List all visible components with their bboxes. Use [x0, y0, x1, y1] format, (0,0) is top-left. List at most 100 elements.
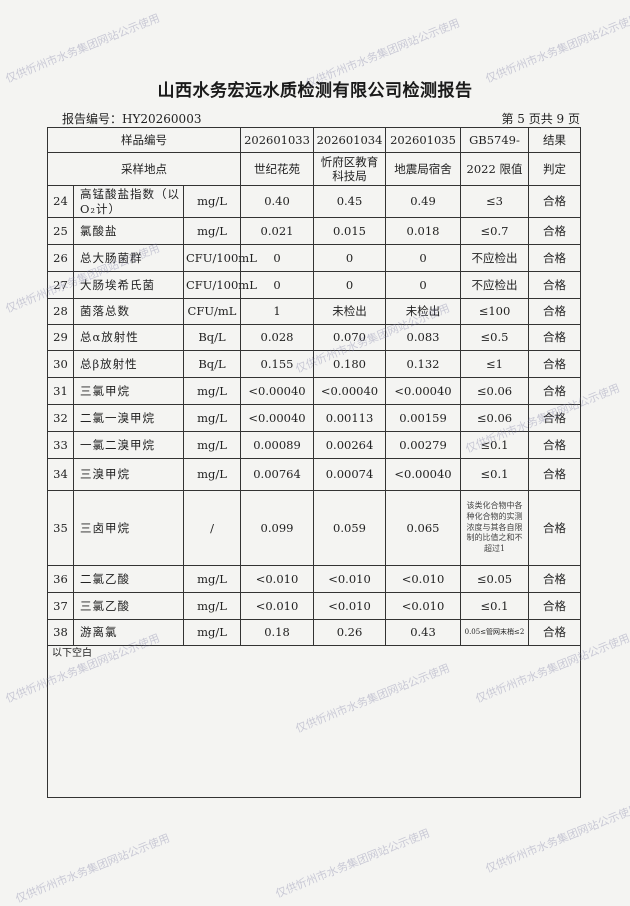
row-number: 33 — [47, 431, 74, 459]
table-row: 30 总β放射性 Bq/L 0.155 0.180 0.132 ≤1 合格 — [47, 350, 581, 378]
unit: mg/L — [183, 404, 241, 432]
value: 0.018 — [385, 217, 461, 245]
item-name: 高锰酸盐指数（以O₂计） — [73, 185, 184, 218]
value: <0.010 — [313, 565, 386, 593]
value: 0.099 — [240, 490, 314, 566]
row-number: 28 — [47, 298, 74, 325]
value: 未检出 — [313, 298, 386, 325]
unit: mg/L — [183, 185, 241, 218]
value: 0.155 — [240, 350, 314, 378]
table-row: 37 三氯乙酸 mg/L <0.010 <0.010 <0.010 ≤0.1 合格 — [47, 592, 581, 620]
watermark: 仅供忻州市水务集团网站公示使用 — [483, 801, 630, 876]
value: 0.00089 — [240, 431, 314, 459]
limit: ≤0.06 — [460, 377, 529, 405]
table-row: 24 高锰酸盐指数（以O₂计） mg/L 0.40 0.45 0.49 ≤3 合格 — [47, 185, 581, 218]
value: 未检出 — [385, 298, 461, 325]
table-row: 33 一氯二溴甲烷 mg/L 0.00089 0.00264 0.00279 ≤0.1 合格 — [47, 431, 581, 459]
value: <0.00040 — [385, 377, 461, 405]
limit: ≤1 — [460, 350, 529, 378]
unit: CFU/mL — [183, 298, 241, 325]
row-number: 31 — [47, 377, 74, 405]
item-name: 总β放射性 — [73, 350, 184, 378]
value: <0.010 — [313, 592, 386, 620]
limit: ≤100 — [460, 298, 529, 325]
value: 0 — [385, 244, 461, 272]
result: 合格 — [528, 619, 581, 646]
result: 合格 — [528, 298, 581, 325]
table-row: 26 总大肠菌群 CFU/100mL 0 0 0 不应检出 合格 — [47, 244, 581, 272]
value: 0.49 — [385, 185, 461, 218]
unit: Bq/L — [183, 324, 241, 351]
site: 忻府区教育科技局 — [313, 152, 386, 186]
item-name: 二氯乙酸 — [73, 565, 184, 593]
limit: 不应检出 — [460, 244, 529, 272]
value: 0.00764 — [240, 458, 314, 491]
row-number: 34 — [47, 458, 74, 491]
result-header-1: 结果 — [528, 127, 581, 153]
row-number: 35 — [47, 490, 74, 566]
value: <0.00040 — [240, 377, 314, 405]
item-name: 二氯一溴甲烷 — [73, 404, 184, 432]
table-row: 35 三卤甲烷/0.099 0.059 0.065 该类化合物中各种化合物的实测浓度与其… — [47, 490, 581, 566]
value: <0.010 — [240, 565, 314, 593]
item-name: 菌落总数 — [73, 298, 184, 325]
site: 世纪花苑 — [240, 152, 314, 186]
watermark: 仅供忻州市水务集团网站公示使用 — [483, 11, 630, 86]
sample-no: 202601033 — [240, 127, 314, 153]
item-name: 三氯甲烷 — [73, 377, 184, 405]
unit: mg/L — [183, 377, 241, 405]
blank-note: 以下空白 — [47, 645, 581, 798]
limit: ≤0.1 — [460, 431, 529, 459]
unit: / — [183, 490, 241, 566]
result: 合格 — [528, 490, 581, 566]
result: 合格 — [528, 404, 581, 432]
value: 0.43 — [385, 619, 461, 646]
value: <0.010 — [240, 592, 314, 620]
value: 0.00264 — [313, 431, 386, 459]
result: 合格 — [528, 350, 581, 378]
table-row: 27 大肠埃希氏菌 CFU/100mL 0 0 0 不应检出 合格 — [47, 271, 581, 299]
value: 0 — [313, 244, 386, 272]
item-name: 三卤甲烷 — [73, 490, 184, 566]
limit: 0.05≤管网末梢≤2 — [460, 619, 529, 646]
unit: CFU/100mL — [183, 244, 257, 272]
row-number: 30 — [47, 350, 74, 378]
limit-header-1: GB5749- — [460, 127, 529, 153]
unit: mg/L — [183, 592, 241, 620]
value: 0.083 — [385, 324, 461, 351]
unit: Bq/L — [183, 350, 241, 378]
result: 合格 — [528, 324, 581, 351]
limit: ≤0.1 — [460, 458, 529, 491]
result: 合格 — [528, 592, 581, 620]
result: 合格 — [528, 244, 581, 272]
limit: ≤0.1 — [460, 592, 529, 620]
value: 0.180 — [313, 350, 386, 378]
value: 0.18 — [240, 619, 314, 646]
item-name: 氯酸盐 — [73, 217, 184, 245]
row-number: 26 — [47, 244, 74, 272]
table-row: 31 三氯甲烷 mg/L <0.00040 <0.00040 <0.00040 ≤0.06 合… — [47, 377, 581, 405]
row-number: 32 — [47, 404, 74, 432]
value: 0.00074 — [313, 458, 386, 491]
value: 1 — [240, 298, 314, 325]
site-label: 采样地点 — [47, 152, 241, 186]
result: 合格 — [528, 458, 581, 491]
page-number: 第 5 页共 9 页 — [501, 112, 580, 126]
value: <0.00040 — [313, 377, 386, 405]
unit: mg/L — [183, 217, 241, 245]
result: 合格 — [528, 185, 581, 218]
page-title: 山西水务宏远水质检测有限公司检测报告 — [157, 81, 473, 101]
unit: mg/L — [183, 431, 241, 459]
value: 0.45 — [313, 185, 386, 218]
blank-row: 以下空白 — [47, 645, 581, 798]
row-number: 25 — [47, 217, 74, 245]
result: 合格 — [528, 431, 581, 459]
sample-no: 202601034 — [313, 127, 386, 153]
table-row: 29 总α放射性 Bq/L 0.028 0.070 0.083 ≤0.5 合格 — [47, 324, 581, 351]
test-results-table: 样品编号 202601033 202601034 202601035 GB574… — [47, 127, 581, 798]
limit: 该类化合物中各种化合物的实测浓度与其各自限制的比值之和不超过1 — [460, 490, 529, 566]
value: 0.00159 — [385, 404, 461, 432]
row-number: 36 — [47, 565, 74, 593]
unit: CFU/100mL — [183, 271, 257, 299]
value: <0.010 — [385, 565, 461, 593]
